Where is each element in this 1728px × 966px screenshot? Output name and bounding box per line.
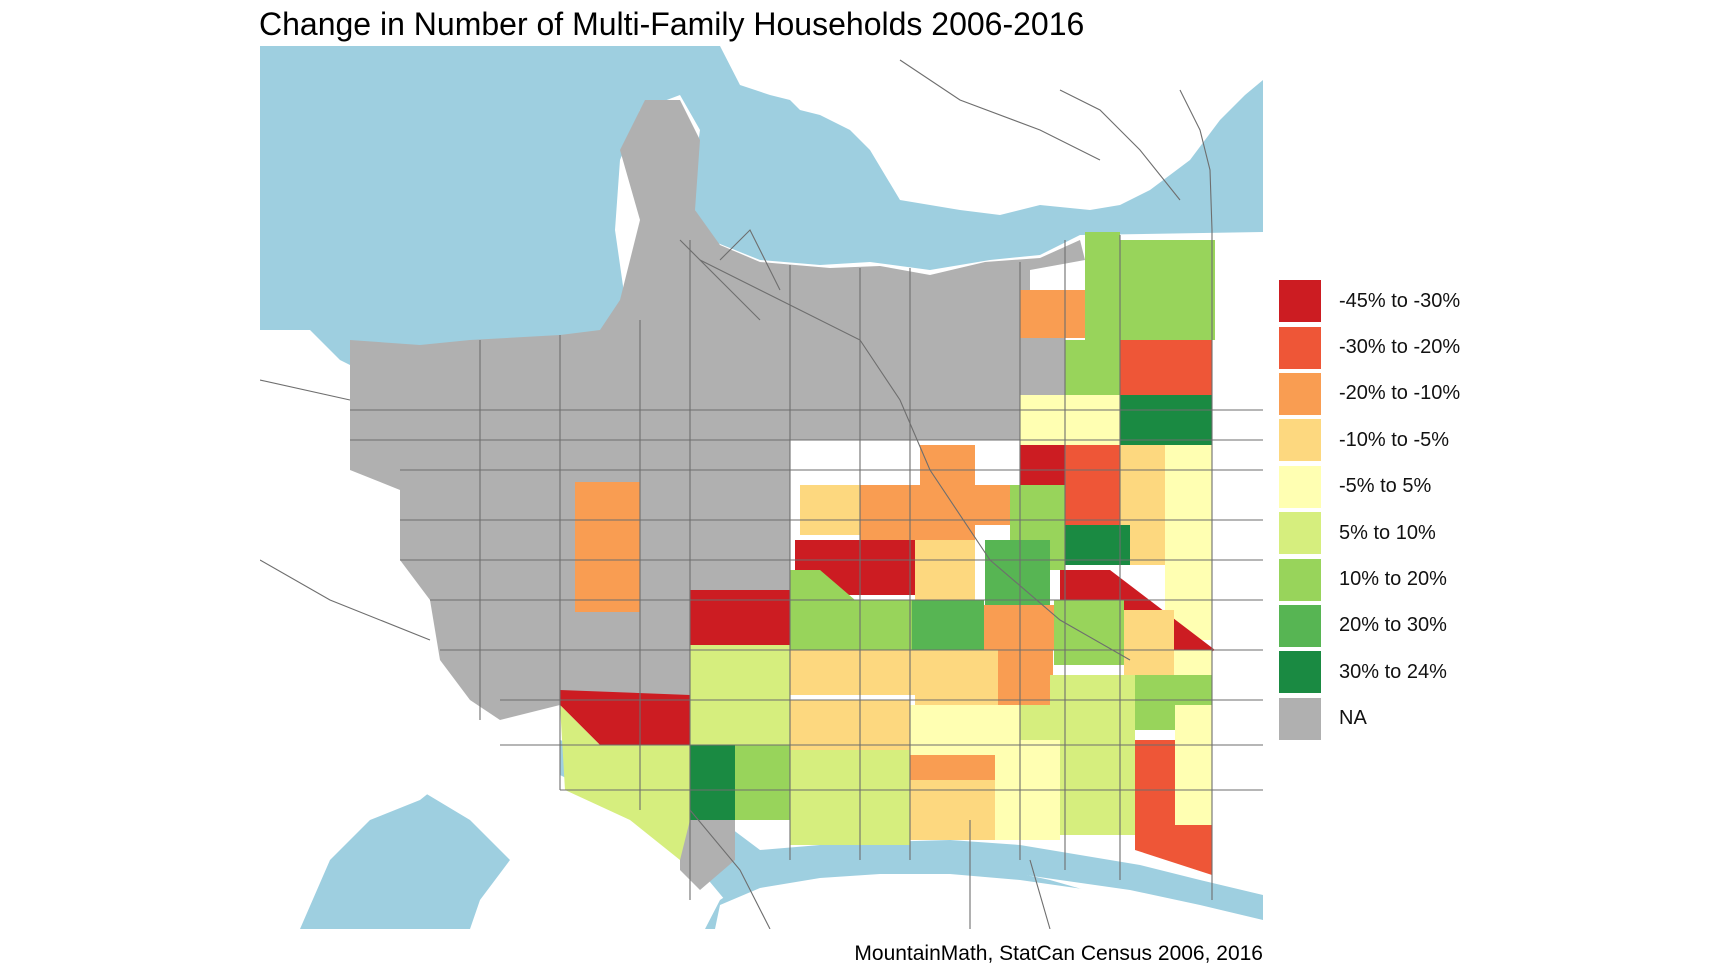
tract-5-10-e: [560, 705, 690, 860]
legend-swatch: [1279, 372, 1321, 415]
road-network: [260, 59, 1263, 929]
legend-label: 5% to 10%: [1339, 521, 1436, 544]
tract-45-30-e: [560, 690, 690, 745]
tract-10-5-d: [1124, 610, 1174, 675]
tract-10-20-h: [1135, 675, 1175, 730]
legend-swatch: [1279, 465, 1321, 508]
legend-item: -30% to -20%: [1279, 324, 1539, 370]
legend-swatch: [1279, 651, 1321, 694]
tract-30-20-c: [1135, 740, 1212, 875]
tract-20-10-b: [920, 445, 975, 485]
tract-5-10-g: [1060, 740, 1135, 835]
tract-5-10-a: [690, 645, 790, 695]
tract-20-10-a: [1020, 290, 1085, 338]
tract-20-10-g: [575, 482, 640, 612]
legend-label: -10% to -5%: [1339, 428, 1450, 451]
tract-10-5-g: [790, 700, 910, 750]
tract-10-20-b: [1120, 240, 1215, 340]
tract-10-5-h: [910, 780, 995, 840]
legend-label: -20% to -10%: [1339, 382, 1461, 405]
legend-label: 20% to 30%: [1339, 614, 1447, 637]
south-land: [715, 874, 1263, 929]
legend-item: -5% to 5%: [1279, 464, 1539, 510]
legend-swatch: [1279, 697, 1321, 740]
tract-10-20-f: [855, 600, 915, 650]
na-regions: [350, 100, 1085, 890]
legend-item: 20% to 30%: [1279, 603, 1539, 649]
legend-label: -45% to -30%: [1339, 289, 1461, 312]
tract-45-30-d: [690, 590, 795, 645]
tract-20-10-i: [910, 755, 995, 780]
tract-20-10-c: [860, 485, 915, 540]
legend-swatch: [1279, 326, 1321, 369]
tract-5-5-b: [1165, 445, 1212, 640]
map-legend: -45% to -30% -30% to -20% -20% to -10% -…: [1279, 278, 1539, 742]
tract-10-20-j: [735, 745, 790, 820]
tract-5-5-a: [1020, 395, 1120, 445]
legend-item: -10% to -5%: [1279, 417, 1539, 463]
legend-swatch: [1279, 604, 1321, 647]
legend-swatch: [1279, 280, 1321, 323]
legend-label: NA: [1339, 707, 1367, 730]
tract-30-24-b: [1065, 525, 1130, 565]
tract-5-5-c: [1174, 650, 1212, 675]
legend-label: 10% to 20%: [1339, 568, 1447, 591]
source-caption: MountainMath, StatCan Census 2006, 2016: [854, 942, 1263, 965]
tract-30-20-a: [1120, 340, 1212, 395]
fraser-river: [560, 740, 1263, 920]
tract-10-20-g: [1054, 600, 1124, 665]
legend-label: -30% to -20%: [1339, 336, 1461, 359]
tract-30-24-a: [1120, 395, 1212, 445]
tract-30-20-b: [1065, 445, 1120, 525]
tract-5-10-f: [790, 750, 910, 845]
tract-10-5-e: [790, 650, 915, 695]
tract-30-24-c: [690, 745, 735, 820]
legend-item: 5% to 10%: [1279, 510, 1539, 556]
legend-swatch: [1279, 558, 1321, 601]
tract-20-10-f: [984, 605, 1054, 650]
legend-swatch: [1279, 419, 1321, 462]
legend-item: NA: [1279, 696, 1539, 742]
tract-5-5-e: [1175, 705, 1212, 825]
legend-item: -20% to -10%: [1279, 371, 1539, 417]
tract-10-20-c: [1065, 340, 1120, 395]
tract-20-10-h: [998, 650, 1053, 705]
map-title: Change in Number of Multi-Family Househo…: [259, 6, 1085, 42]
legend-item: 10% to 20%: [1279, 556, 1539, 602]
tract-10-5-c: [915, 540, 975, 600]
tract-5-10-c: [690, 695, 790, 745]
tract-20-30-b: [912, 600, 984, 650]
choropleth-map: [260, 46, 1263, 929]
tract-20-10-d: [915, 485, 975, 540]
tract-20-30-a: [985, 540, 1050, 605]
legend-label: -5% to 5%: [1339, 475, 1432, 498]
sea-island: [260, 640, 470, 929]
legend-label: 30% to 24%: [1339, 660, 1447, 683]
tract-10-20-a: [1085, 232, 1120, 342]
tract-45-30-a: [1020, 445, 1065, 485]
tract-10-5-b: [800, 485, 860, 535]
legend-item: 30% to 24%: [1279, 649, 1539, 695]
census-tracts: [560, 232, 1215, 875]
north-shore-land: [720, 46, 1263, 215]
legend-item: -45% to -30%: [1279, 278, 1539, 324]
legend-swatch: [1279, 512, 1321, 555]
